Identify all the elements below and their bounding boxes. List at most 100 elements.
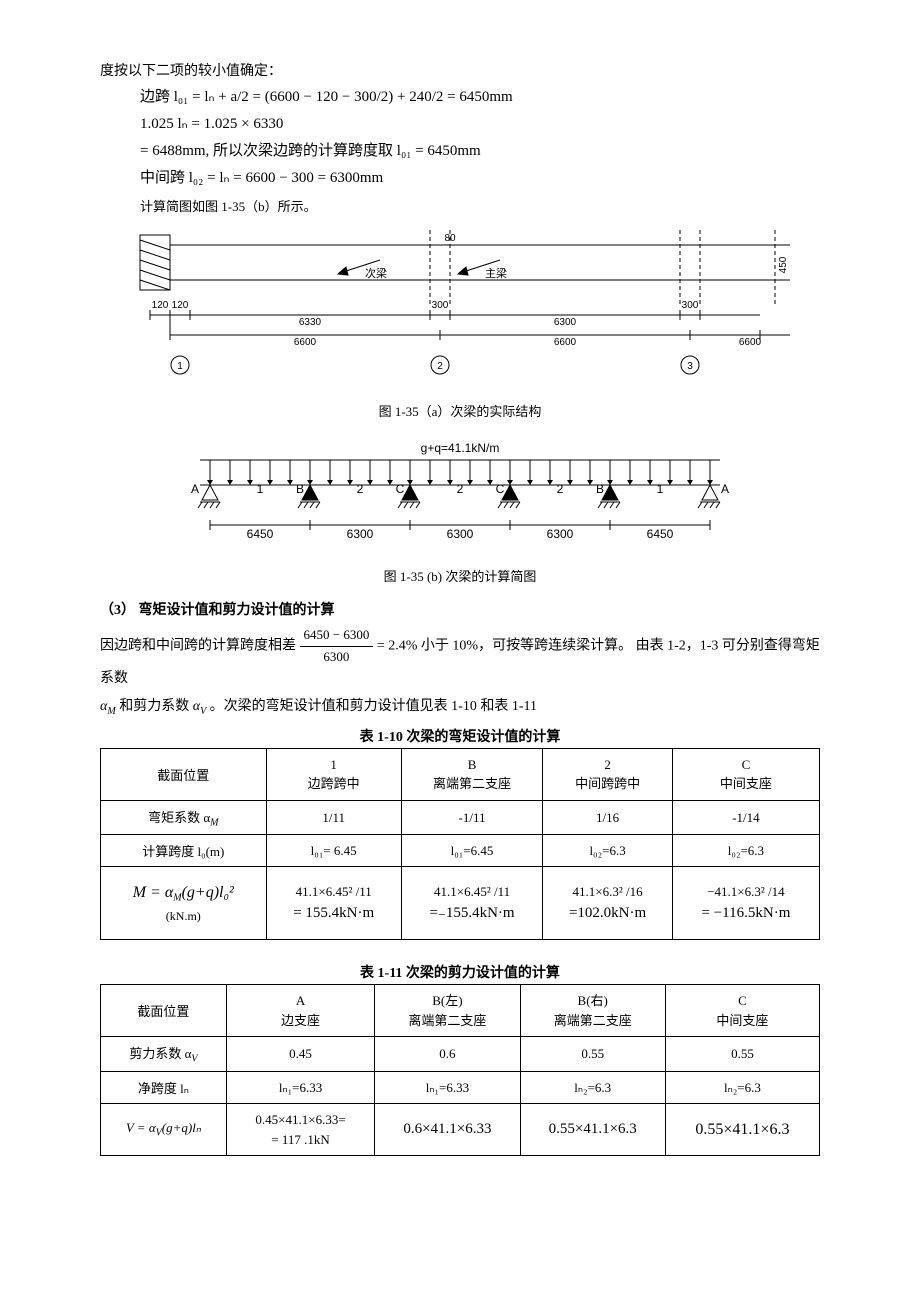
h2-bot: 离端第二支座 <box>408 1013 486 1028</box>
svg-text:2: 2 <box>437 361 443 372</box>
svg-text:6600: 6600 <box>294 337 317 348</box>
cell: 0.55×41.1×6.3 <box>665 1104 819 1156</box>
beam-structure-svg: 次梁 主梁 120 120 6330 6600 300 6300 6600 30… <box>120 225 800 395</box>
cell: 1/16 <box>543 800 673 835</box>
svg-text:6300: 6300 <box>347 527 374 541</box>
m-eq: M = α <box>133 884 174 901</box>
table-row: 计算跨度 l₀(m) l₀₁= 6.45 l₀₁=6.45 l₀₂=6.3 l₀… <box>101 835 820 867</box>
svg-text:C: C <box>396 482 405 496</box>
h4-bot: 中间支座 <box>716 1013 768 1028</box>
para-pre: 因边跨和中间跨的计算跨度相差 <box>100 639 300 654</box>
svg-text:6300: 6300 <box>554 317 577 328</box>
cell: 41.1×6.45² /11 <box>296 884 372 899</box>
table-11: 截面位置 A边支座 B(左)离端第二支座 B(右)离端第二支座 C中间支座 剪力… <box>100 984 820 1156</box>
alpha-sub: V <box>191 1054 197 1065</box>
v-eq: V = α <box>126 1120 156 1135</box>
frac-den: 6300 <box>300 647 374 668</box>
h2-bot: 离端第二支座 <box>433 776 511 791</box>
cell: 0.55 <box>520 1037 665 1072</box>
table-row: 剪力系数 αV 0.45 0.6 0.55 0.55 <box>101 1037 820 1072</box>
svg-text:2: 2 <box>557 482 564 496</box>
frac-num: 6450 − 6300 <box>300 625 374 647</box>
and-text: 和剪力系数 <box>119 699 193 714</box>
svg-text:g+q=41.1kN/m: g+q=41.1kN/m <box>421 441 500 455</box>
cell: 41.1×6.45² /11 <box>434 884 510 899</box>
svg-text:80: 80 <box>444 233 456 244</box>
m-unit: (kN.m) <box>166 909 201 923</box>
alpha-m-sub: M <box>107 706 115 717</box>
span-diff-para: 因边跨和中间跨的计算跨度相差 6450 − 6300 6300 = 2.4% 小… <box>100 625 820 690</box>
svg-text:主梁: 主梁 <box>485 266 507 280</box>
cell: = 117 .1kN <box>271 1132 330 1147</box>
cell: 0.6×41.1×6.33 <box>375 1104 520 1156</box>
cell: -1/11 <box>401 800 542 835</box>
cell: lₙ₂=6.3 <box>665 1072 819 1104</box>
cell: 0.55×41.1×6.3 <box>520 1104 665 1156</box>
svg-text:6300: 6300 <box>547 527 574 541</box>
h1-top: A <box>296 993 305 1008</box>
col-pos: 截面位置 <box>101 748 267 800</box>
table-row: V = αV(g+q)lₙ 0.45×41.1×6.33== 117 .1kN … <box>101 1104 820 1156</box>
svg-text:300: 300 <box>432 300 449 311</box>
figure-1-35-b: g+q=41.1kN/m A 1 B 2 C 2 C 2 B 1 A 6450 … <box>100 430 820 585</box>
h1-bot: 边支座 <box>281 1013 320 1028</box>
table-row: 净跨度 lₙ lₙ₁=6.33 lₙ₁=6.33 lₙ₂=6.3 lₙ₂=6.3 <box>101 1072 820 1104</box>
svg-text:3: 3 <box>687 361 693 372</box>
h3-top: B(右) <box>578 993 608 1008</box>
svg-text:2: 2 <box>357 482 364 496</box>
h4-bot: 中间支座 <box>720 776 772 791</box>
math-block: 边跨 l₀₁ = lₙ + a/2 = (6600 − 120 − 300/2)… <box>140 84 820 192</box>
h2-top: B(左) <box>432 993 462 1008</box>
svg-text:2: 2 <box>457 482 464 496</box>
h4-top: C <box>738 993 747 1008</box>
cell: =102.0kN·m <box>569 905 646 921</box>
table-10: 截面位置 1边跨跨中 B离端第二支座 2中间跨跨中 C中间支座 弯矩系数 αM … <box>100 748 820 941</box>
cell: lₙ₁=6.33 <box>226 1072 374 1104</box>
cell: 0.45 <box>226 1037 374 1072</box>
alpha-v-sub: V <box>200 706 206 717</box>
svg-text:A: A <box>721 482 729 496</box>
fig-b-caption: 图 1-35 (b) 次梁的计算简图 <box>100 566 820 585</box>
figure-1-35-a: 次梁 主梁 120 120 6330 6600 300 6300 6600 30… <box>100 225 820 420</box>
cell: 0.45×41.1×6.33= <box>255 1112 345 1127</box>
svg-text:1: 1 <box>657 482 664 496</box>
cell: =₋155.4kN·m <box>429 905 514 921</box>
fig-ref-note: 计算简图如图 1-35（b）所示。 <box>140 196 820 215</box>
eq-1: 边跨 l₀₁ = lₙ + a/2 = (6600 − 120 − 300/2)… <box>140 84 820 111</box>
h3-top: 2 <box>604 757 611 772</box>
cell: = 155.4kN·m <box>293 905 374 921</box>
cell: 0.55 <box>665 1037 819 1072</box>
svg-text:次梁: 次梁 <box>365 266 387 280</box>
cell: -1/14 <box>672 800 819 835</box>
svg-text:B: B <box>296 482 304 496</box>
cell: = −116.5kN·m <box>702 905 791 921</box>
svg-text:1: 1 <box>257 482 264 496</box>
cell: l₀₁=6.45 <box>401 835 542 867</box>
svg-text:C: C <box>496 482 505 496</box>
span-label: 计算跨度 l₀(m) <box>101 835 267 867</box>
table-11-title: 表 1-11 次梁的剪力设计值的计算 <box>100 962 820 982</box>
section-3-head: （3） 弯矩设计值和剪力设计值的计算 <box>100 599 820 619</box>
h3-bot: 中间跨跨中 <box>575 776 640 791</box>
eq-2: 1.025 lₙ = 1.025 × 6330 <box>140 111 820 138</box>
m-eq2: (g+q)l₀² <box>182 884 234 901</box>
table-row: 截面位置 A边支座 B(左)离端第二支座 B(右)离端第二支座 C中间支座 <box>101 985 820 1037</box>
svg-text:B: B <box>596 482 604 496</box>
h1-bot: 边跨跨中 <box>308 776 360 791</box>
h1-top: 1 <box>330 757 337 772</box>
h3-bot: 离端第二支座 <box>554 1013 632 1028</box>
cell: l₀₁= 6.45 <box>266 835 401 867</box>
alpha-sub: M <box>210 817 218 828</box>
v-eq2: (g+q)lₙ <box>162 1120 201 1135</box>
cell: 0.6 <box>375 1037 520 1072</box>
para-tail: 。次梁的弯矩设计值和剪力设计值见表 1-10 和表 1-11 <box>210 699 537 714</box>
h4-top: C <box>742 757 751 772</box>
svg-text:6450: 6450 <box>247 527 274 541</box>
fig-a-caption: 图 1-35（a）次梁的实际结构 <box>100 401 820 420</box>
cell: 1/11 <box>266 800 401 835</box>
frac-eq: = 2.4% <box>377 639 418 654</box>
span-label: 净跨度 lₙ <box>101 1072 227 1104</box>
svg-text:6600: 6600 <box>554 337 577 348</box>
fraction: 6450 − 6300 6300 <box>300 625 374 668</box>
svg-text:6300: 6300 <box>447 527 474 541</box>
